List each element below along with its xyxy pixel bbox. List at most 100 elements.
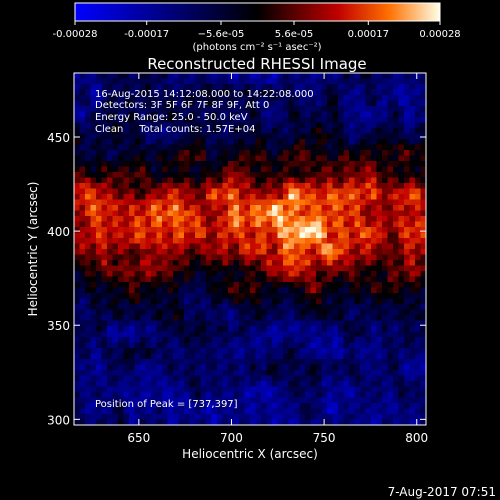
- heatmap-cell: [288, 298, 295, 305]
- heatmap-cell: [156, 375, 163, 382]
- heatmap-cell: [310, 370, 317, 377]
- heatmap-cell: [178, 309, 185, 316]
- heatmap-cell: [288, 254, 295, 261]
- heatmap-cell: [222, 359, 229, 366]
- heatmap-cell: [365, 370, 372, 377]
- heatmap-cell: [404, 254, 411, 261]
- heatmap-cell: [118, 100, 125, 107]
- heatmap-cell: [349, 419, 356, 425]
- heatmap-cell: [409, 78, 416, 85]
- heatmap-cell: [101, 210, 108, 217]
- heatmap-cell: [222, 106, 229, 113]
- heatmap-cell: [145, 161, 152, 168]
- heatmap-cell: [299, 117, 306, 124]
- heatmap-cell: [140, 161, 147, 168]
- heatmap-cell: [299, 166, 306, 173]
- heatmap-cell: [222, 337, 229, 344]
- heatmap-cell: [277, 144, 284, 151]
- heatmap-cell: [129, 194, 136, 201]
- heatmap-cell: [261, 232, 268, 239]
- heatmap-cell: [349, 243, 356, 250]
- heatmap-cell: [250, 342, 257, 349]
- heatmap-cell: [107, 337, 114, 344]
- heatmap-cell: [420, 392, 426, 399]
- heatmap-cell: [145, 139, 152, 146]
- heatmap-cell: [393, 359, 400, 366]
- heatmap-cell: [266, 128, 273, 135]
- heatmap-cell: [140, 194, 147, 201]
- heatmap-cell: [349, 304, 356, 311]
- heatmap-cell: [343, 128, 350, 135]
- heatmap-cell: [371, 326, 378, 333]
- heatmap-cell: [244, 381, 251, 388]
- heatmap-cell: [96, 161, 103, 168]
- heatmap-cell: [398, 95, 405, 102]
- heatmap-cell: [261, 73, 268, 80]
- heatmap-cell: [420, 276, 426, 283]
- heatmap-cell: [338, 194, 345, 201]
- heatmap-cell: [228, 342, 235, 349]
- heatmap-cell: [261, 139, 268, 146]
- heatmap-cell: [217, 419, 224, 425]
- heatmap-cell: [239, 287, 246, 294]
- heatmap-cell: [90, 375, 97, 382]
- heatmap-cell: [376, 161, 383, 168]
- heatmap-cell: [398, 177, 405, 184]
- heatmap-cell: [167, 73, 174, 80]
- heatmap-cell: [74, 271, 81, 278]
- heatmap-cell: [266, 232, 273, 239]
- heatmap-cell: [145, 331, 152, 338]
- heatmap-cell: [151, 155, 158, 162]
- heatmap-cell: [101, 188, 108, 195]
- heatmap-cell: [74, 375, 81, 382]
- heatmap-cell: [79, 144, 86, 151]
- heatmap-cell: [420, 221, 426, 228]
- heatmap-cell: [222, 95, 229, 102]
- heatmap-cell: [343, 370, 350, 377]
- heatmap-cell: [409, 117, 416, 124]
- heatmap-cell: [206, 326, 213, 333]
- heatmap-cell: [162, 100, 169, 107]
- heatmap-cell: [283, 183, 290, 190]
- heatmap-cell: [376, 227, 383, 234]
- heatmap-cell: [316, 95, 323, 102]
- heatmap-cell: [112, 287, 119, 294]
- heatmap-cell: [393, 419, 400, 425]
- heatmap-cell: [299, 364, 306, 371]
- heatmap-cell: [343, 122, 350, 129]
- heatmap-cell: [332, 144, 339, 151]
- heatmap-cell: [376, 249, 383, 256]
- heatmap-cell: [178, 271, 185, 278]
- heatmap-cell: [321, 326, 328, 333]
- heatmap-cell: [129, 293, 136, 300]
- heatmap-cell: [173, 298, 180, 305]
- heatmap-cell: [195, 326, 202, 333]
- heatmap-cell: [140, 133, 147, 140]
- heatmap-cell: [211, 73, 218, 80]
- heatmap-cell: [206, 89, 213, 96]
- heatmap-cell: [129, 392, 136, 399]
- heatmap-cell: [206, 122, 213, 129]
- heatmap-cell: [195, 419, 202, 425]
- heatmap-cell: [272, 364, 279, 371]
- heatmap-cell: [184, 89, 191, 96]
- heatmap-cell: [277, 309, 284, 316]
- heatmap-cell: [112, 337, 119, 344]
- heatmap-cell: [96, 205, 103, 212]
- heatmap-cell: [250, 89, 257, 96]
- heatmap-cell: [354, 166, 361, 173]
- heatmap-cell: [222, 353, 229, 360]
- heatmap-cell: [305, 161, 312, 168]
- heatmap-cell: [112, 397, 119, 404]
- heatmap-cell: [222, 403, 229, 410]
- heatmap-cell: [167, 320, 174, 327]
- heatmap-cell: [129, 282, 136, 289]
- heatmap-cell: [343, 139, 350, 146]
- heatmap-cell: [107, 232, 114, 239]
- heatmap-cell: [250, 348, 257, 355]
- heatmap-cell: [305, 177, 312, 184]
- heatmap-cell: [107, 331, 114, 338]
- heatmap-cell: [305, 100, 312, 107]
- heatmap-cell: [354, 298, 361, 305]
- heatmap-cell: [101, 353, 108, 360]
